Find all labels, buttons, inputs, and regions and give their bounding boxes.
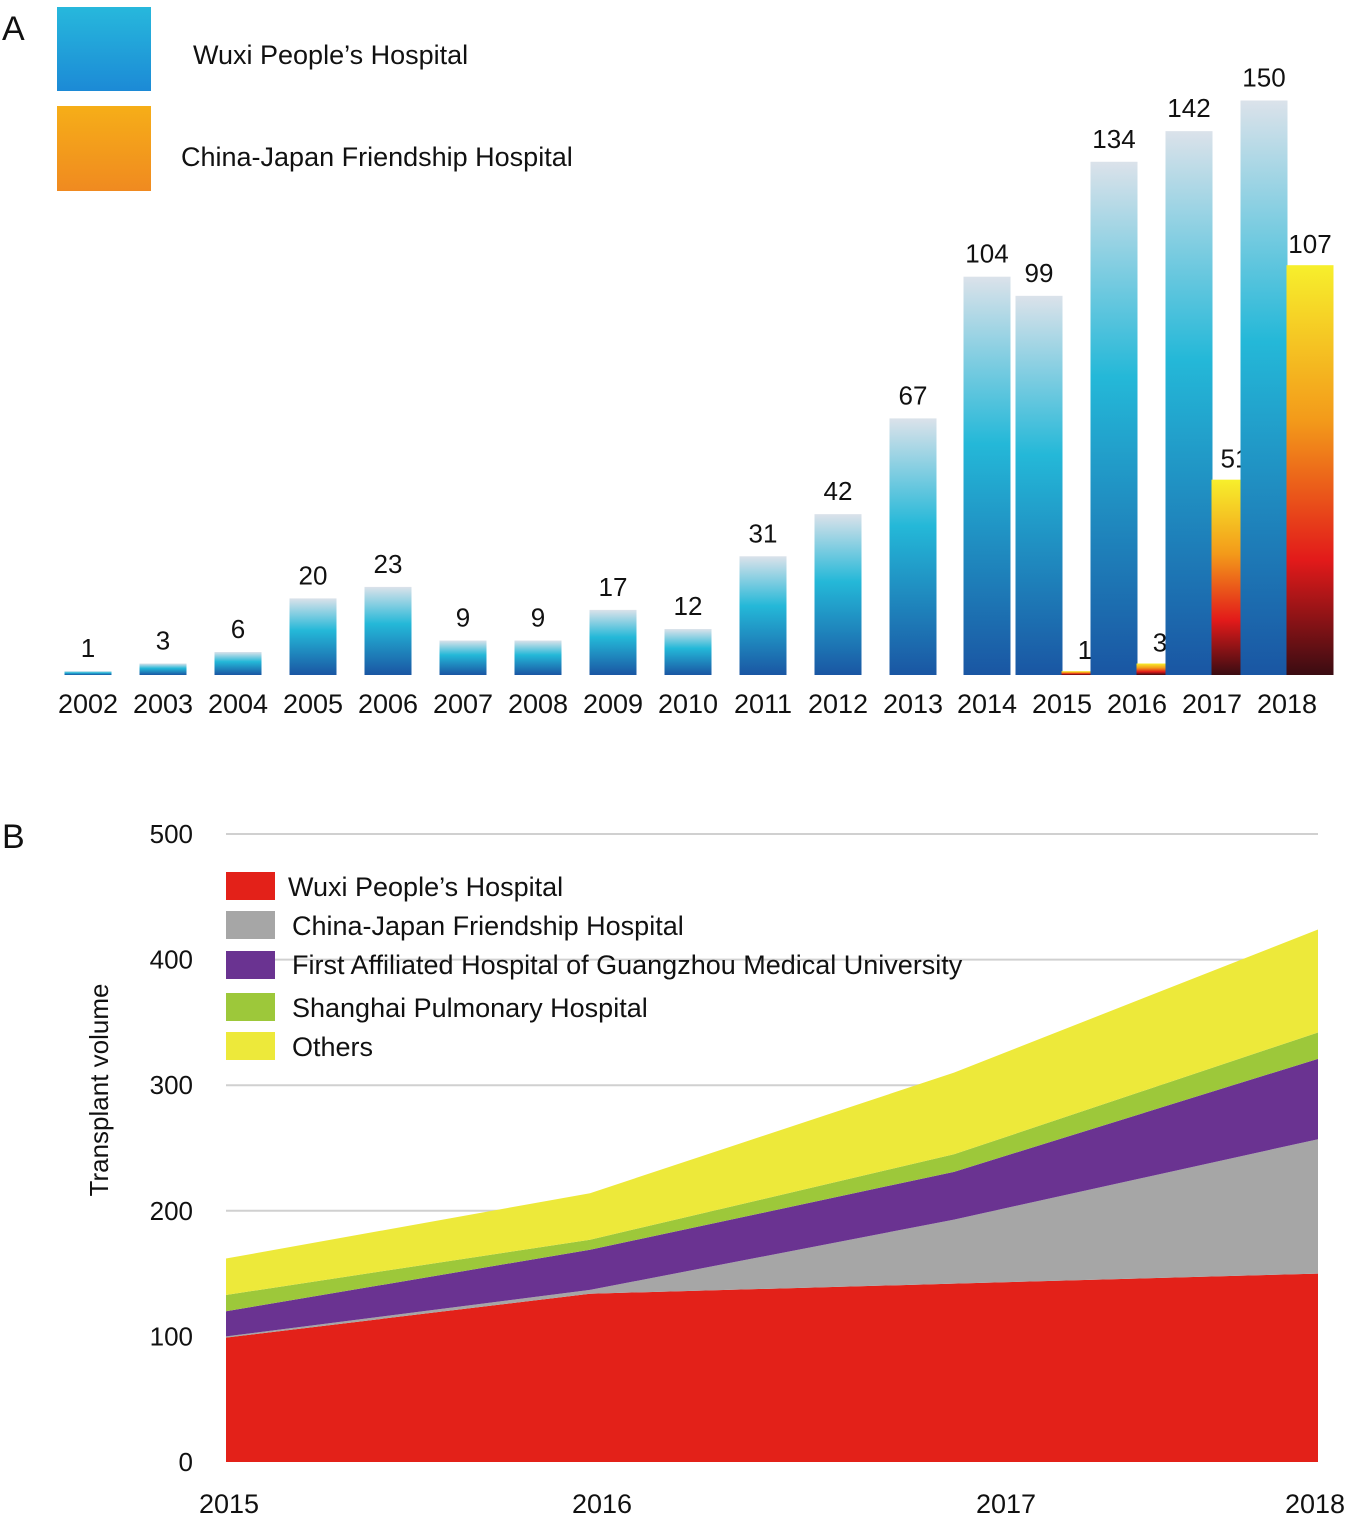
bar-wuxi-2013	[889, 418, 937, 675]
area-shanghai	[226, 1032, 1318, 1312]
x-tick-a-2008: 2008	[508, 689, 568, 719]
bar-wuxi-2002	[64, 671, 112, 675]
x-tick-a-2012: 2012	[808, 689, 868, 719]
x-tick-a-2004: 2004	[208, 689, 268, 719]
bar-label-wuxi-2005: 20	[299, 560, 328, 590]
bar-label-wuxi-2004: 6	[231, 614, 245, 644]
legend-swatch-guangzhou	[226, 951, 275, 979]
bar-wuxi-2016	[1090, 161, 1138, 675]
legend-swatch-wuxi	[57, 7, 151, 91]
x-tick-a-2013: 2013	[883, 689, 943, 719]
y-tick-0: 0	[179, 1447, 193, 1477]
bar-wuxi-2018	[1240, 100, 1288, 675]
x-tick-b-2018: 2018	[1285, 1489, 1345, 1519]
bar-label-wuxi-2006: 23	[374, 549, 403, 579]
x-tick-a-2007: 2007	[433, 689, 493, 719]
y-tick-400: 400	[150, 945, 193, 975]
legend-swatch-cjfh	[57, 106, 151, 191]
legend-swatch-others	[226, 1032, 275, 1060]
bar-label-wuxi-2013: 67	[899, 380, 928, 410]
x-tick-a-2016: 2016	[1107, 689, 1167, 719]
x-tick-a-2017: 2017	[1182, 689, 1242, 719]
y-axis-label: Transplant volume	[84, 984, 114, 1197]
bar-cjfh-2016	[1136, 663, 1184, 675]
legend-label-shanghai: Shanghai Pulmonary Hospital	[292, 993, 648, 1023]
bar-wuxi-2015	[1015, 295, 1063, 675]
area-guangzhou	[226, 1058, 1318, 1337]
x-tick-a-2003: 2003	[133, 689, 193, 719]
bar-wuxi-2012	[814, 514, 862, 675]
legend-swatch-shanghai	[226, 993, 275, 1021]
bar-cjfh-2018	[1286, 265, 1334, 675]
bar-label-cjfh-2018: 107	[1288, 229, 1331, 259]
x-tick-a-2005: 2005	[283, 689, 343, 719]
x-tick-a-2011: 2011	[734, 689, 792, 719]
x-tick-a-2015: 2015	[1032, 689, 1092, 719]
bar-label-wuxi-2018: 150	[1242, 63, 1285, 93]
bar-label-cjfh-2015: 1	[1078, 635, 1092, 665]
bar-label-wuxi-2015: 99	[1025, 258, 1054, 288]
bar-label-wuxi-2016: 134	[1092, 124, 1135, 154]
x-tick-a-2009: 2009	[583, 689, 643, 719]
bar-wuxi-2009	[589, 609, 637, 675]
x-tick-a-2006: 2006	[358, 689, 418, 719]
bar-wuxi-2004	[214, 652, 262, 675]
bar-wuxi-2011	[739, 556, 787, 675]
x-tick-a-2018: 2018	[1257, 689, 1317, 719]
area-cjfh	[226, 1139, 1318, 1338]
x-tick-b-2016: 2016	[572, 1489, 632, 1519]
bar-wuxi-2005	[289, 598, 337, 675]
panel-label-a: A	[2, 10, 25, 48]
bar-wuxi-2003	[139, 663, 187, 675]
legend-swatch-wuxi	[226, 872, 275, 900]
bar-label-cjfh-2016: 3	[1153, 628, 1167, 658]
legend-label-others: Others	[292, 1032, 373, 1062]
panel-a-bar-chart: A Wuxi People’s Hospital China-Japan Fri…	[2, 7, 1334, 719]
panel-b-y-ticks: 0 100 200 300 400 500	[150, 819, 193, 1477]
x-tick-a-2010: 2010	[658, 689, 718, 719]
panel-a-x-ticks: 2002 2003 2004 2005 2006 2007 2008 2009 2010 2011…	[58, 689, 1317, 719]
legend-label-cjfh: China-Japan Friendship Hospital	[181, 142, 573, 172]
panel-b-areas	[226, 929, 1318, 1462]
bar-wuxi-2010	[664, 629, 712, 675]
x-tick-b-2017: 2017	[976, 1489, 1036, 1519]
bar-label-wuxi-2003: 3	[156, 626, 170, 656]
y-tick-500: 500	[150, 819, 193, 849]
legend-label-wuxi: Wuxi People’s Hospital	[193, 40, 468, 70]
panel-b-legend: Wuxi People’s Hospital China-Japan Friend…	[226, 872, 963, 1062]
panel-label-b: B	[2, 818, 25, 856]
panel-b-x-ticks: 2015 2016 2017 2018	[199, 1489, 1345, 1519]
bar-label-wuxi-2011: 31	[749, 518, 778, 548]
bar-wuxi-2014	[963, 276, 1011, 675]
bar-wuxi-2006	[364, 586, 412, 675]
bar-label-wuxi-2002: 1	[81, 633, 95, 663]
y-tick-200: 200	[150, 1196, 193, 1226]
bar-wuxi-2008	[514, 640, 562, 675]
bar-label-wuxi-2017: 142	[1167, 93, 1210, 123]
legend-label-wuxi: Wuxi People’s Hospital	[288, 872, 563, 902]
bar-label-wuxi-2014: 104	[965, 239, 1008, 269]
bar-wuxi-2017	[1165, 131, 1213, 675]
bar-label-wuxi-2012: 42	[824, 476, 853, 506]
area-wuxi	[226, 1273, 1318, 1462]
legend-swatch-cjfh	[226, 911, 275, 939]
bar-label-wuxi-2009: 17	[599, 572, 628, 602]
x-tick-b-2015: 2015	[199, 1489, 259, 1519]
bar-cjfh-2015	[1061, 671, 1109, 675]
y-tick-100: 100	[150, 1321, 193, 1351]
area-others	[226, 929, 1318, 1295]
panel-b-area-chart: B 0 100 200 300 400 500 2015 2016 2017 2018 Tran…	[2, 818, 1345, 1519]
bar-label-wuxi-2010: 12	[674, 591, 703, 621]
bar-label-wuxi-2007: 9	[456, 603, 470, 633]
x-tick-a-2014: 2014	[957, 689, 1017, 719]
bar-wuxi-2007	[439, 640, 487, 675]
legend-label-guangzhou: First Affiliated Hospital of Guangzhou M…	[292, 950, 963, 980]
x-tick-a-2002: 2002	[58, 689, 118, 719]
panel-a-legend: Wuxi People’s Hospital China-Japan Frien…	[57, 7, 573, 191]
legend-label-cjfh: China-Japan Friendship Hospital	[292, 911, 684, 941]
bar-label-wuxi-2008: 9	[531, 603, 545, 633]
y-tick-300: 300	[150, 1070, 193, 1100]
